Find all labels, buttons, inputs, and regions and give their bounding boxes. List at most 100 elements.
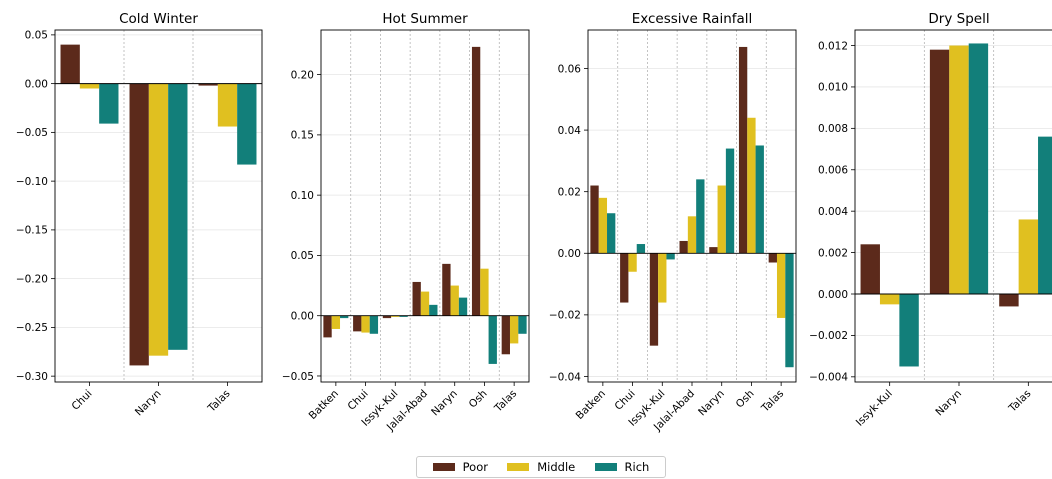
ytick-label: 0.00 — [291, 310, 314, 322]
legend-label-middle: Middle — [537, 460, 576, 474]
bar-dry-spell-naryn-poor — [929, 49, 950, 294]
bar-dry-spell-issyk-kul-middle — [879, 294, 900, 305]
bar-dry-spell-naryn-middle — [949, 45, 969, 294]
bar-excessive-rainfall-talas-rich — [785, 253, 794, 368]
bar-excessive-rainfall-chui-poor — [620, 253, 629, 303]
xtick-label-chui: Chui — [346, 388, 371, 413]
bar-dry-spell-issyk-kul-rich — [899, 294, 919, 367]
legend-swatch-middle — [507, 463, 530, 471]
bar-excessive-rainfall-naryn-rich — [725, 148, 735, 254]
bar-hot-summer-issyk-kul-poor — [382, 315, 392, 319]
bar-hot-summer-jalal-abad-poor — [412, 281, 421, 316]
bar-excessive-rainfall-jalal-abad-rich — [696, 179, 705, 254]
ytick-label: −0.20 — [16, 273, 48, 285]
bar-hot-summer-jalal-abad-rich — [429, 304, 438, 316]
xtick-label-naryn: Naryn — [696, 388, 727, 419]
bar-excessive-rainfall-jalal-abad-poor — [679, 240, 688, 254]
ytick-label: 0.008 — [818, 123, 848, 135]
ytick-label: −0.05 — [282, 371, 314, 383]
bar-excessive-rainfall-osh-rich — [755, 145, 764, 254]
ytick-label: 0.006 — [818, 165, 848, 177]
bar-cold-winter-naryn-middle — [148, 83, 169, 356]
bar-excessive-rainfall-jalal-abad-middle — [687, 216, 697, 254]
xtick-label-osh: Osh — [467, 388, 490, 411]
bar-hot-summer-naryn-poor — [442, 263, 451, 316]
bar-hot-summer-jalal-abad-middle — [420, 291, 430, 316]
xtick-label-talas: Talas — [1006, 388, 1034, 416]
bar-excessive-rainfall-naryn-poor — [709, 247, 718, 254]
bar-cold-winter-talas-rich — [237, 83, 257, 165]
xtick-label-naryn: Naryn — [933, 388, 964, 419]
bar-hot-summer-chui-middle — [361, 315, 370, 333]
bar-hot-summer-batken-poor — [323, 315, 332, 338]
ytick-label: −0.002 — [809, 330, 848, 342]
bar-cold-winter-chui-rich — [99, 83, 119, 124]
panel-dry-spell: 0.012 0.010 0.008 0.006 0.004 0.002 0.000 −0.00… — [809, 11, 1052, 429]
ytick-label: 0.012 — [818, 40, 848, 52]
bar-excessive-rainfall-chui-rich — [636, 244, 646, 254]
ytick-label: −0.10 — [16, 176, 48, 188]
xtick-label-naryn: Naryn — [133, 388, 164, 419]
bars-hot-summer — [323, 46, 527, 364]
ytick-label: 0.00 — [558, 248, 581, 260]
bars-dry-spell — [860, 43, 1052, 367]
ytick-label: −0.02 — [549, 310, 581, 322]
bar-cold-winter-naryn-rich — [168, 83, 188, 350]
bar-cold-winter-chui-poor — [60, 44, 80, 84]
ytick-label: 0.004 — [818, 206, 848, 218]
xtick-label-talas: Talas — [205, 388, 233, 416]
bar-cold-winter-naryn-poor — [129, 83, 149, 366]
bar-hot-summer-chui-poor — [353, 315, 362, 332]
bars-cold-winter — [60, 44, 257, 366]
bar-dry-spell-talas-middle — [1018, 219, 1039, 294]
bar-excessive-rainfall-batken-poor — [590, 185, 599, 254]
bar-cold-winter-talas-poor — [198, 83, 218, 86]
bar-excessive-rainfall-batken-rich — [607, 213, 616, 254]
bar-excessive-rainfall-chui-middle — [628, 253, 637, 272]
ytick-label: 0.010 — [818, 82, 848, 94]
bar-dry-spell-naryn-rich — [968, 43, 989, 294]
legend-item-middle: Middle — [507, 460, 575, 474]
panel-cold-winter: 0.05 0.00 −0.05 −0.10 −0.15 −0.20 −0.25 −0.30 Ch… — [16, 11, 263, 419]
legend: Poor Middle Rich — [416, 456, 666, 478]
legend-item-poor: Poor — [432, 460, 488, 474]
ytick-label: −0.04 — [549, 371, 581, 383]
bar-hot-summer-batken-middle — [331, 315, 341, 329]
ytick-label: 0.06 — [558, 63, 582, 75]
ytick-label: −0.004 — [809, 372, 848, 384]
bar-hot-summer-issyk-kul-rich — [399, 315, 408, 317]
bar-excessive-rainfall-talas-poor — [768, 253, 777, 263]
bar-excessive-rainfall-issyk-kul-middle — [658, 253, 667, 303]
bar-hot-summer-naryn-rich — [458, 297, 468, 316]
bar-hot-summer-talas-middle — [509, 315, 519, 344]
ytick-label: 0.002 — [818, 247, 848, 259]
legend-item-rich: Rich — [594, 460, 650, 474]
bar-excessive-rainfall-issyk-kul-poor — [649, 253, 659, 346]
bar-cold-winter-talas-middle — [217, 83, 238, 127]
xtick-label-batken: Batken — [307, 388, 341, 422]
bar-dry-spell-talas-poor — [999, 294, 1019, 307]
ytick-label: −0.30 — [16, 371, 48, 383]
xtick-label-osh: Osh — [734, 388, 757, 411]
bar-dry-spell-talas-rich — [1038, 136, 1052, 294]
panel-title-hot-summer: Hot Summer — [382, 11, 468, 27]
bar-excessive-rainfall-naryn-middle — [717, 185, 726, 254]
xtick-label-chui: Chui — [613, 388, 638, 413]
bar-cold-winter-chui-middle — [79, 83, 100, 89]
bar-hot-summer-talas-poor — [501, 315, 510, 355]
ytick-label: 0.10 — [291, 190, 314, 202]
bars-excessive-rainfall — [590, 46, 794, 368]
xtick-label-talas: Talas — [492, 388, 520, 416]
legend-label-rich: Rich — [624, 460, 650, 474]
bar-dry-spell-issyk-kul-poor — [860, 244, 880, 294]
axes-frame — [320, 29, 530, 383]
bar-hot-summer-osh-middle — [480, 268, 489, 316]
panel-title-dry-spell: Dry Spell — [928, 11, 989, 27]
xtick-label-talas: Talas — [759, 388, 787, 416]
ytick-label: 0.04 — [558, 125, 582, 137]
bar-excessive-rainfall-batken-middle — [598, 197, 608, 254]
bar-excessive-rainfall-osh-poor — [738, 46, 748, 254]
